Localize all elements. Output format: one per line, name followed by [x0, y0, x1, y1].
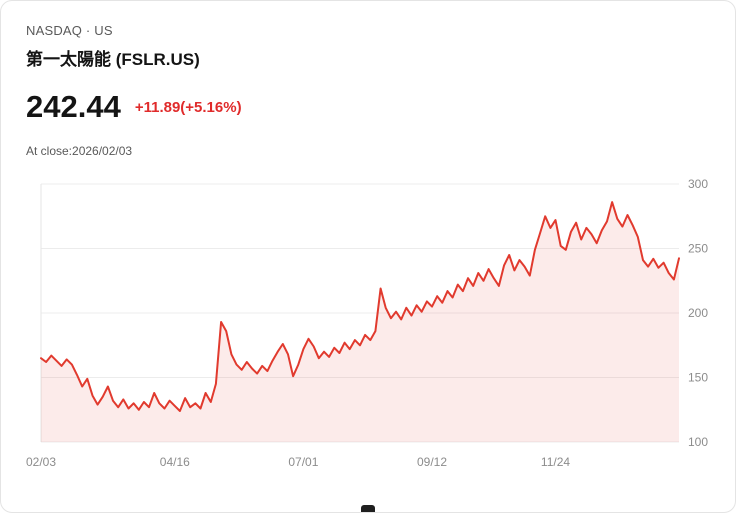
quote-header: NASDAQ · US 第一太陽能 (FSLR.US) 242.44 +11.8…: [1, 1, 735, 158]
price-change: +11.89(+5.16%): [134, 98, 242, 116]
x-tick-label: 04/16: [160, 455, 190, 469]
y-tick-label: 100: [688, 435, 708, 449]
current-price: 242.44: [26, 89, 121, 124]
y-tick-label: 300: [688, 177, 708, 191]
stock-title: 第一太陽能 (FSLR.US): [26, 50, 200, 69]
bottom-badge: [361, 505, 375, 512]
x-tick-label: 07/01: [288, 455, 318, 469]
as-of-label: At close:2026/02/03: [26, 144, 133, 158]
y-tick-label: 150: [688, 371, 708, 385]
x-tick-label: 02/03: [26, 455, 56, 469]
x-tick-label: 09/12: [417, 455, 447, 469]
y-tick-label: 200: [688, 306, 708, 320]
price-chart[interactable]: 100 150 200 250 300 02/03 04/16 07/01 09/12 11/24: [1, 170, 736, 482]
price-line: [40, 201, 680, 412]
y-tick-label: 250: [688, 242, 708, 256]
price-row: 242.44 +11.89(+5.16%): [26, 89, 711, 125]
exchange-label: NASDAQ · US: [26, 23, 113, 38]
x-tick-label: 11/24: [541, 455, 570, 469]
